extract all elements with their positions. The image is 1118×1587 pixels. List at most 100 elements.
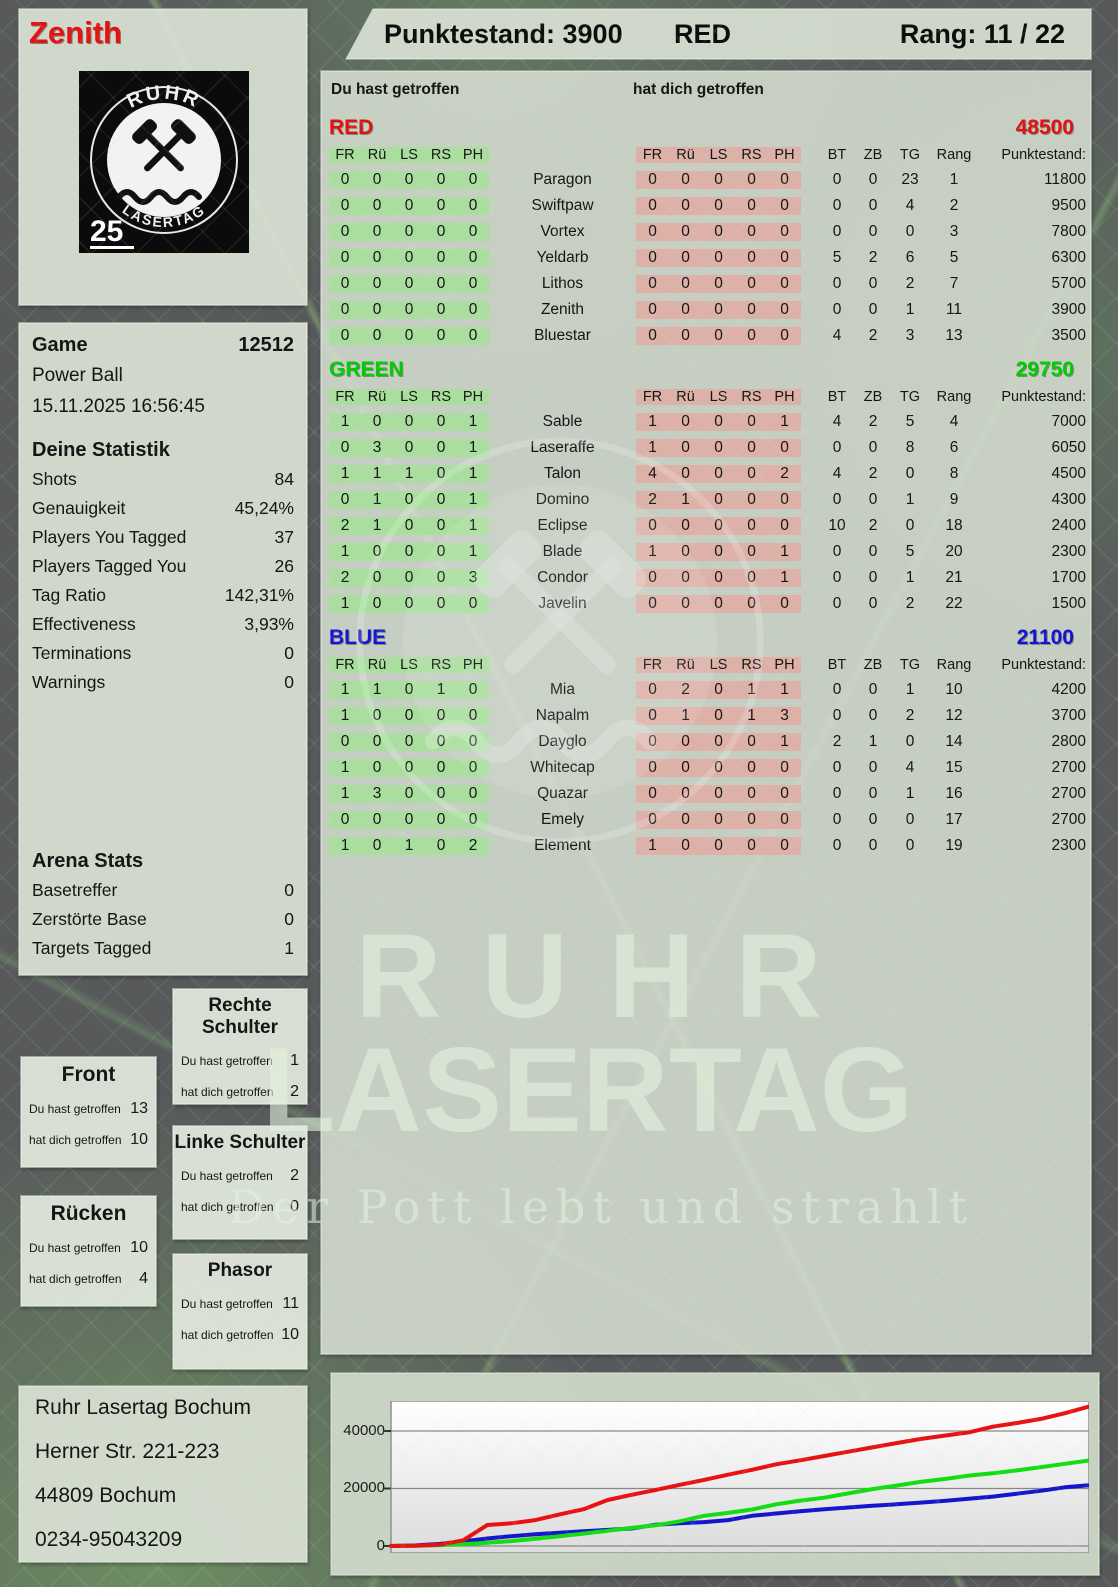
you-hit-value: 0 — [329, 491, 361, 509]
you-hit-value: 0 — [393, 223, 425, 241]
you-hit-value: 0 — [329, 197, 361, 215]
you-hit-col-header: FR — [329, 657, 361, 673]
stat-value: 0 — [905, 837, 915, 854]
you-hit-value: 0 — [457, 595, 489, 613]
you-hit-value: 1 — [361, 465, 393, 483]
them-hit-value: 0 — [669, 785, 702, 803]
stat-value: 0 — [832, 275, 842, 292]
you-hit-value: 0 — [425, 249, 457, 267]
them-hit-col-header: FR — [636, 657, 669, 673]
them-hit-value: 0 — [636, 327, 669, 345]
player-row: 2 0 0 0 3 Condor 0 0 0 0 1 0 0 1 21 1700 — [321, 565, 1091, 591]
you-hit-value: 1 — [457, 439, 489, 457]
them-hit-value: 1 — [735, 681, 768, 699]
you-hit-value: 0 — [361, 171, 393, 189]
them-hit-value: 0 — [735, 491, 768, 509]
player-row: 0 0 0 0 0 Zenith 0 0 0 0 0 0 0 1 11 3900 — [321, 297, 1091, 323]
them-hit-value: 0 — [669, 465, 702, 483]
stat-value: 15 — [945, 759, 963, 776]
stat-value: 2 — [905, 595, 915, 612]
stat-col-header: Punktestand: — [1001, 657, 1086, 673]
stat-value: 0 — [868, 543, 878, 560]
stat-value: 1700 — [1051, 569, 1086, 586]
them-hit-value: 0 — [702, 733, 735, 751]
stat-value: 0 — [868, 275, 878, 292]
player-row: 0 3 0 0 1 Laseraffe 1 0 0 0 0 0 0 8 6 6050 — [321, 435, 1091, 461]
you-hit-value: 0 — [393, 811, 425, 829]
you-hit-value: 0 — [361, 413, 393, 431]
crossed-hammers-icon — [132, 119, 196, 172]
stat-col-header: Rang — [936, 389, 972, 405]
stat-value: 6 — [949, 439, 959, 456]
stat-col-header: ZB — [863, 389, 883, 405]
team-name: GREEN — [329, 358, 404, 381]
stat-value: 2700 — [1051, 785, 1086, 802]
you-hit-value: 0 — [393, 681, 425, 699]
stat-value: 1 — [905, 301, 915, 318]
stat-value: 2700 — [1051, 759, 1086, 776]
stat-value: 0 — [868, 707, 878, 724]
score-line-chart — [384, 1401, 1089, 1553]
you-hit-value: 0 — [393, 439, 425, 457]
game-datetime: 15.11.2025 16:56:45 — [32, 395, 205, 417]
you-hit-value: 2 — [329, 569, 361, 587]
stat-value: 1 — [868, 733, 878, 750]
stat-value: 9 — [949, 491, 959, 508]
you-hit-value: 1 — [393, 837, 425, 855]
score-header-bar: Punktestand: 3900 RED Rang: 11 / 22 — [345, 8, 1092, 60]
you-hit-value: 0 — [329, 439, 361, 457]
stat-value: 2800 — [1051, 733, 1086, 750]
logo-badge-25: 25 — [90, 215, 123, 248]
table-header-row: FR Rü LS RS PH FR Rü LS RS PH BT ZB TG Rang Punktestan… — [321, 653, 1091, 677]
stat-value: 0 — [832, 707, 842, 724]
them-hit-value: 0 — [669, 275, 702, 293]
them-hit-value: 0 — [702, 707, 735, 725]
you-hit-value: 0 — [393, 197, 425, 215]
blue-score-line — [389, 1483, 1089, 1548]
them-hit-value: 0 — [636, 197, 669, 215]
you-hit-value: 3 — [361, 785, 393, 803]
player-row: 0 0 0 0 0 Dayglo 0 0 0 0 1 2 1 0 14 2800 — [321, 729, 1091, 755]
stat-value: 0 — [868, 223, 878, 240]
player-row: 1 1 1 0 1 Talon 4 0 0 0 2 4 2 0 8 4500 — [321, 461, 1091, 487]
score-chart-panel: 40000 20000 0 — [330, 1372, 1100, 1576]
stat-row: Genauigkeit 45,24% — [32, 498, 294, 518]
them-hit-value: 0 — [702, 681, 735, 699]
you-hit-value: 0 — [329, 249, 361, 267]
them-hit-value: 1 — [636, 543, 669, 561]
venue-address-panel: Ruhr Lasertag Bochum Herner Str. 221-223… — [18, 1385, 308, 1563]
stat-value: 3900 — [1051, 301, 1086, 318]
them-hit-value: 0 — [768, 275, 801, 293]
stat-value: 4300 — [1051, 491, 1086, 508]
player-row: 1 0 0 0 1 Blade 1 0 0 0 1 0 0 5 20 2300 — [321, 539, 1091, 565]
player-row: 1 0 0 0 0 Napalm 0 1 0 1 3 0 0 2 12 3700 — [321, 703, 1091, 729]
you-hit-value: 1 — [329, 413, 361, 431]
you-hit-value: 0 — [393, 543, 425, 561]
stat-value: 0 — [868, 171, 878, 188]
player-row: 0 0 0 0 0 Bluestar 0 0 0 0 0 4 2 3 13 3500 — [321, 323, 1091, 349]
stat-value: 7000 — [1051, 413, 1086, 430]
you-hit-value: 0 — [329, 223, 361, 241]
you-hit-col-header: LS — [393, 147, 425, 163]
stat-value: 2 — [949, 197, 959, 214]
them-hit-value: 0 — [636, 223, 669, 241]
player-name-cell: Zenith — [540, 301, 585, 318]
player-row: 0 1 0 0 1 Domino 2 1 0 0 0 0 0 1 9 4300 — [321, 487, 1091, 513]
you-hit-value: 0 — [329, 171, 361, 189]
them-hit-value: 1 — [768, 569, 801, 587]
you-hit-value: 0 — [361, 301, 393, 319]
stat-value: 1 — [905, 681, 915, 698]
stat-value: 16 — [945, 785, 963, 802]
stat-value: 0 — [832, 223, 842, 240]
stat-col-header: ZB — [863, 147, 883, 163]
stat-value: 0 — [832, 837, 842, 854]
player-name-cell: Sable — [542, 413, 583, 430]
player-name-cell: Vortex — [540, 223, 585, 240]
them-hit-value: 0 — [669, 517, 702, 535]
stat-value: 0 — [832, 811, 842, 828]
them-hit-value: 0 — [768, 811, 801, 829]
you-hit-value: 0 — [329, 327, 361, 345]
you-hit-value: 0 — [393, 707, 425, 725]
player-row: 0 0 0 0 0 Paragon 0 0 0 0 0 0 0 23 1 11800 — [321, 167, 1091, 193]
you-hit-value: 0 — [393, 733, 425, 751]
